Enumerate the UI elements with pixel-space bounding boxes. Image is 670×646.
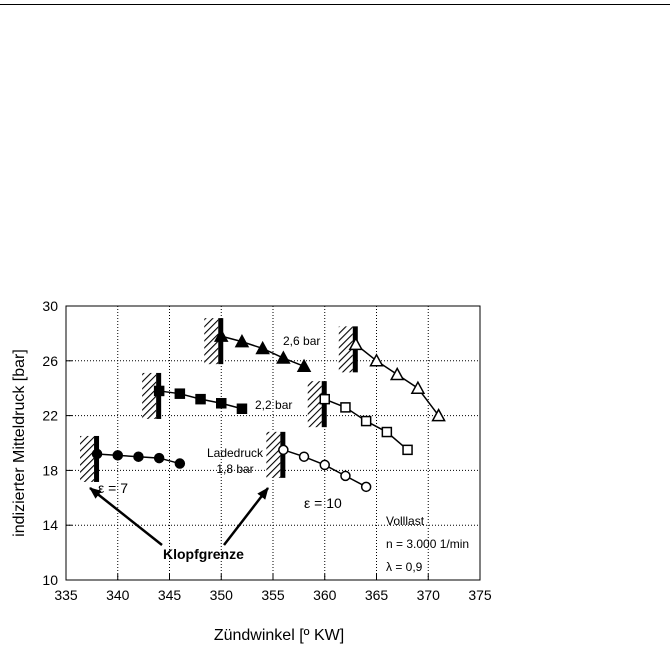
data-point-square	[216, 398, 227, 409]
label-eps-10: ε = 10	[304, 495, 342, 511]
x-tick-label: 355	[261, 587, 285, 603]
x-tick-label: 340	[106, 587, 130, 603]
data-point-triangle	[431, 408, 446, 422]
data-point-square	[236, 403, 248, 414]
data-point-square	[319, 393, 330, 405]
knock-limit-hatch	[204, 318, 219, 365]
data-point-triangle	[389, 366, 405, 381]
data-point-square	[402, 444, 413, 456]
x-tick-label: 350	[210, 587, 234, 603]
top-rule	[0, 4, 670, 5]
data-point-square	[360, 415, 372, 427]
data-points	[91, 328, 446, 493]
data-point-circle	[298, 451, 310, 462]
label-eps-7: ε = 7	[98, 480, 128, 496]
x-tick-label: 365	[365, 587, 389, 603]
label-2-2-bar: 2,2 bar	[255, 398, 292, 412]
data-point-square	[340, 402, 351, 413]
data-point-circle	[91, 448, 103, 460]
knock-limit-hatch	[80, 435, 95, 482]
data-point-triangle	[255, 340, 270, 355]
y-tick-label: 30	[42, 298, 58, 314]
plot-frame	[65, 305, 481, 581]
x-tick-label: 360	[313, 587, 337, 603]
data-point-triangle	[234, 334, 250, 348]
data-point-circle	[319, 459, 330, 471]
label-1-8-bar: 1,8 bar	[216, 462, 253, 476]
knock-limit-hatch	[307, 381, 322, 428]
y-tick-label: 14	[42, 517, 58, 533]
y-tick-label: 26	[42, 353, 58, 369]
info-lambda: λ = 0,9	[386, 560, 423, 574]
y-tick-label: 10	[42, 572, 58, 588]
data-point-triangle	[410, 380, 426, 394]
y-axis-title: indizierter Mitteldruck [bar]	[11, 349, 28, 537]
x-axis-title: Zündwinkel [º KW]	[214, 627, 344, 644]
knock-limit-hatch	[338, 326, 353, 373]
y-tick-label: 18	[42, 462, 58, 478]
knock-limit-hatch	[266, 431, 281, 478]
x-tick-label: 335	[54, 587, 78, 603]
label-ladedruck: Ladedruck	[207, 446, 264, 460]
info-volllast: Volllast	[386, 514, 425, 528]
klopfgrenze-arrow-right	[223, 487, 269, 546]
x-tick-label: 375	[468, 587, 492, 603]
x-tick-label: 370	[417, 587, 441, 603]
klopfgrenze-arrow-left	[89, 487, 163, 546]
x-tick-label: 345	[158, 587, 182, 603]
label-klopfgrenze: Klopfgrenze	[163, 546, 244, 562]
data-point-circle	[153, 452, 165, 464]
data-point-circle	[112, 450, 123, 461]
data-point-square	[381, 426, 393, 438]
data-point-triangle	[369, 353, 384, 367]
data-point-triangle	[296, 358, 312, 373]
data-point-square	[174, 388, 186, 399]
y-tick-label: 22	[42, 408, 58, 424]
data-point-circle	[278, 444, 289, 456]
data-point-triangle	[348, 336, 364, 351]
data-point-circle	[360, 481, 372, 493]
info-speed: n = 3.000 1/min	[386, 537, 469, 551]
data-point-circle	[133, 451, 144, 462]
tick-labels: 335 340 345 350 355 360 365 370 375 10 14 18 22 26 30	[42, 298, 491, 603]
data-point-triangle	[213, 328, 229, 342]
data-point-square	[153, 385, 165, 397]
data-point-circle	[174, 458, 186, 469]
knock-limit-hatch	[142, 372, 157, 419]
data-point-square	[195, 393, 206, 405]
data-point-circle	[340, 470, 351, 482]
label-2-6-bar: 2,6 bar	[283, 334, 320, 348]
data-point-triangle	[276, 350, 291, 364]
